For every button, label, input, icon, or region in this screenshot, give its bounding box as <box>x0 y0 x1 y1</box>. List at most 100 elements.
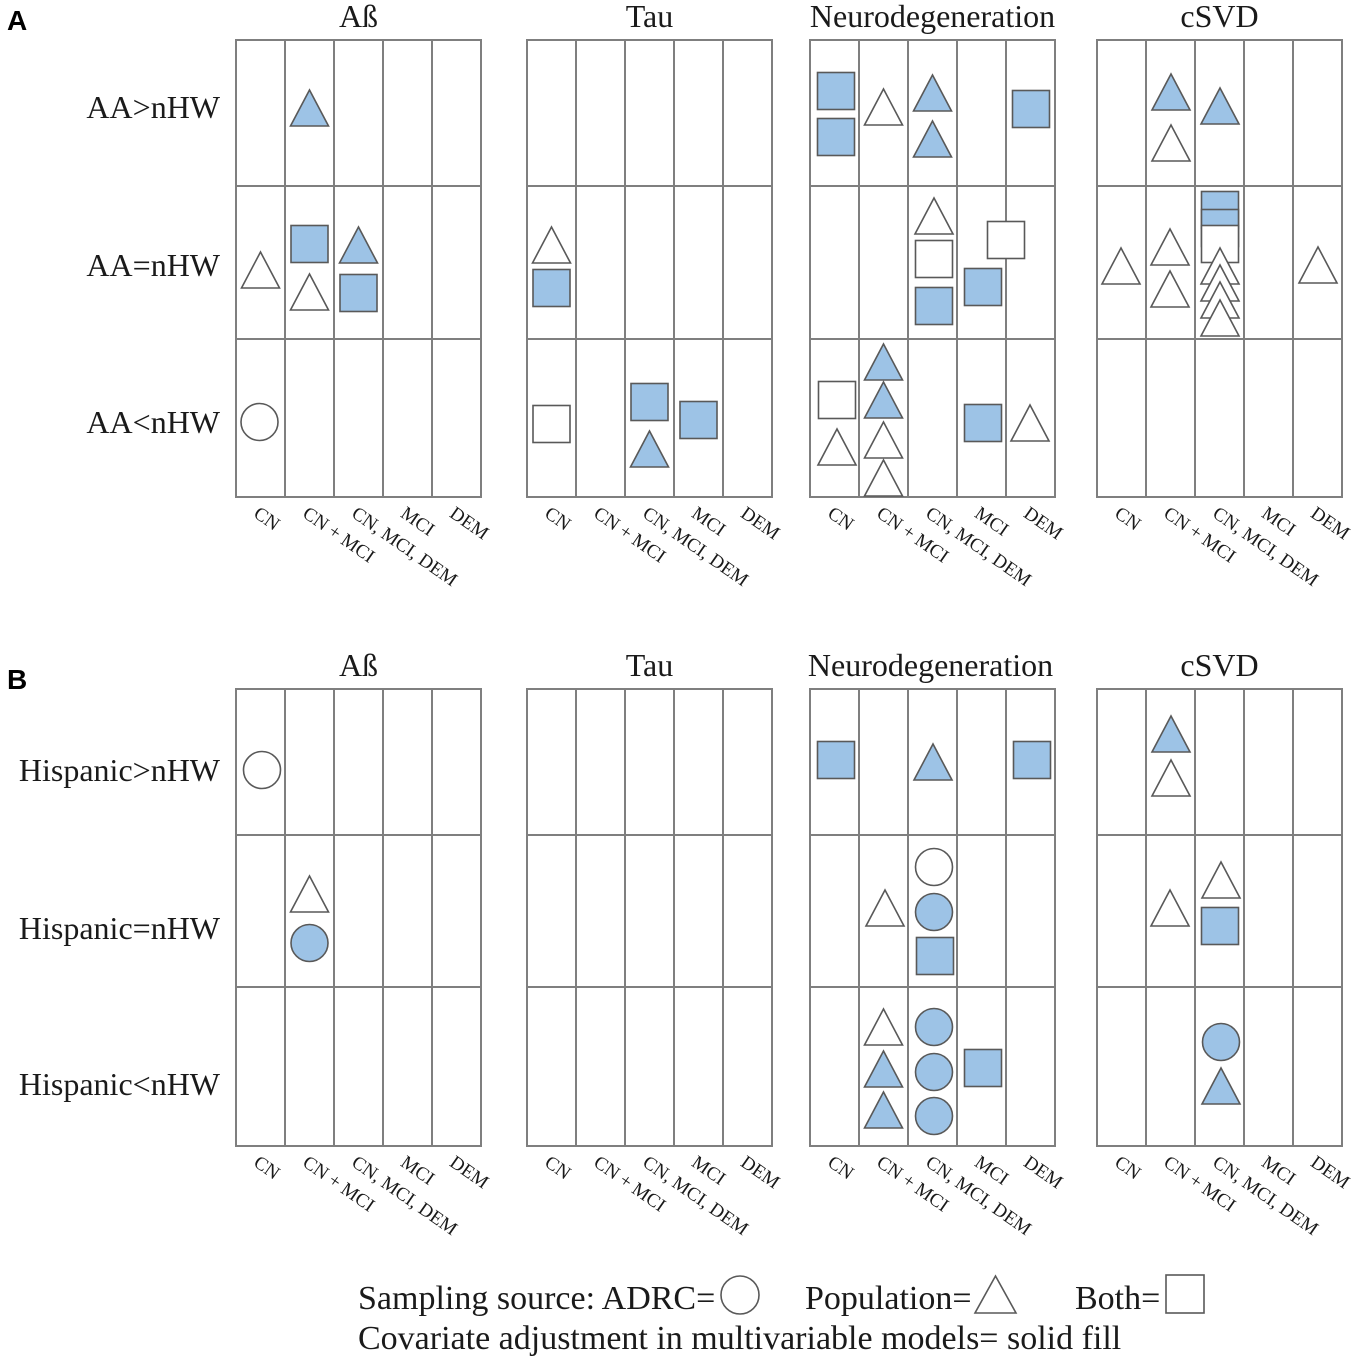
open-triangle-symbol <box>863 1007 904 1046</box>
grid-cell <box>333 834 384 988</box>
legend-covariate-label: Covariate adjustment in multivariable mo… <box>358 1320 1121 1357</box>
grid-cell <box>858 688 909 836</box>
legend-sampling-label: Sampling source: ADRC= <box>358 1280 715 1317</box>
open-triangle-symbol <box>1199 298 1241 337</box>
grid-cell <box>907 338 958 498</box>
filled-circle-symbol <box>914 1096 954 1136</box>
grid-cell <box>1145 986 1196 1147</box>
grid-cell <box>956 39 1007 187</box>
filled-square-symbol <box>816 117 856 157</box>
filled-square-symbol <box>963 403 1003 443</box>
column-label: CN <box>250 503 284 536</box>
filled-square-symbol <box>290 224 329 264</box>
grid-cell <box>431 338 482 498</box>
legend-population-label: Population= <box>805 1280 972 1317</box>
grid-cell <box>575 986 626 1147</box>
grid-cell <box>624 834 675 988</box>
filled-square-symbol <box>1011 89 1051 129</box>
grid-cell <box>235 834 286 988</box>
filled-square-symbol <box>816 71 856 111</box>
grid-cell <box>284 986 335 1147</box>
grid-cell <box>284 688 335 836</box>
filled-triangle-symbol <box>1200 1066 1242 1105</box>
grid-title-tau: Tau <box>626 647 674 683</box>
open-triangle-symbol <box>816 427 858 466</box>
panel-label: B <box>7 664 27 695</box>
grid-cell <box>575 39 626 187</box>
filled-square-symbol <box>963 1048 1003 1088</box>
grid-cell <box>1292 338 1343 498</box>
filled-circle-symbol <box>1201 1022 1241 1062</box>
column-label: CN <box>824 503 858 536</box>
open-square-symbol <box>914 239 954 279</box>
open-triangle-symbol <box>913 196 955 235</box>
column-label: DEM <box>1020 1152 1067 1193</box>
column-label: DEM <box>737 1152 784 1193</box>
row-label-equal: AA=nHW <box>86 247 220 283</box>
grid-cell <box>1243 688 1294 836</box>
grid-cell <box>858 185 909 340</box>
row-label-equal: Hispanic=nHW <box>19 910 221 946</box>
filled-square-symbol <box>963 267 1003 307</box>
grid-cell <box>1243 185 1294 340</box>
filled-square-symbol <box>914 286 954 326</box>
column-label: CN <box>541 503 575 536</box>
grid-title-csvd: cSVD <box>1180 647 1258 683</box>
legend-both-label: Both= <box>1075 1280 1160 1317</box>
filled-triangle-symbol <box>912 119 953 158</box>
grid-cell <box>526 39 577 187</box>
grid-title-neurodegeneration: Neurodegeneration <box>808 647 1053 683</box>
panel-a: A Aß Tau Neurodegeneration cSVD AA>nHW A… <box>7 0 1353 591</box>
open-triangle-symbol <box>531 225 572 264</box>
open-triangle-symbol <box>1149 227 1191 266</box>
panel-b: B Aß Tau Neurodegeneration cSVD Hispanic… <box>7 647 1353 1240</box>
grid-cell <box>526 688 577 836</box>
grid-cell <box>431 185 482 340</box>
grid-cell <box>1292 39 1343 187</box>
filled-square-symbol <box>1012 740 1052 780</box>
open-circle-symbol <box>914 847 954 887</box>
legend-square-icon <box>1165 1274 1205 1314</box>
grid-cell <box>1243 338 1294 498</box>
open-triangle-symbol <box>863 458 904 497</box>
grid-cell <box>526 834 577 988</box>
filled-triangle-symbol <box>1199 86 1241 125</box>
grid-cell <box>1005 185 1056 340</box>
grid-cell <box>673 185 724 340</box>
filled-triangle-symbol <box>1150 714 1192 753</box>
grid-cell <box>722 338 773 498</box>
column-label: CN <box>250 1152 284 1185</box>
filled-circle-symbol <box>914 1052 954 1092</box>
grid-cell <box>1096 338 1147 498</box>
row-label-less: Hispanic<nHW <box>19 1066 221 1102</box>
grid-cell <box>1292 688 1343 836</box>
filled-triangle-symbol <box>863 342 904 381</box>
grid-cell <box>956 688 1007 836</box>
filled-triangle-symbol <box>1150 72 1192 111</box>
grid-cell <box>431 688 482 836</box>
column-label: DEM <box>1020 503 1067 544</box>
open-triangle-symbol <box>1149 888 1191 927</box>
open-triangle-symbol <box>289 272 330 311</box>
open-triangle-symbol <box>1009 403 1051 442</box>
grid-cell <box>1096 688 1147 836</box>
grid-cell <box>809 39 860 187</box>
grid-cell <box>1145 338 1196 498</box>
open-triangle-symbol <box>240 250 281 289</box>
grid-cell <box>624 688 675 836</box>
grid-cell <box>722 185 773 340</box>
column-label: CN <box>1111 503 1145 536</box>
open-square-symbol <box>986 220 1026 260</box>
grid-cell <box>722 834 773 988</box>
grid-cell <box>956 834 1007 988</box>
grid-cell <box>575 834 626 988</box>
grid-cell <box>1096 39 1147 187</box>
panel-label: A <box>7 5 27 36</box>
grid-cell <box>284 338 335 498</box>
row-label-greater: Hispanic>nHW <box>19 752 221 788</box>
grid-cell <box>382 688 433 836</box>
